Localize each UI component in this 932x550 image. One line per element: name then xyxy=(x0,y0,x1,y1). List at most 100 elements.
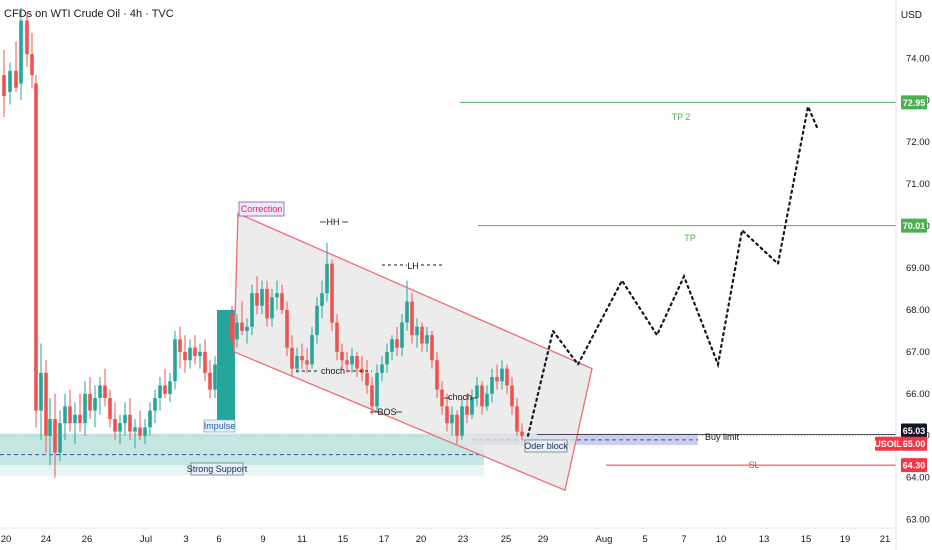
candle-body xyxy=(510,385,514,407)
candle-body xyxy=(168,381,172,394)
price-tag xyxy=(901,95,927,110)
x-tick-label: 13 xyxy=(759,534,770,545)
candle-body xyxy=(440,389,444,407)
price-tag-label: 64.30 xyxy=(903,461,926,471)
tp2-label: TP 2 xyxy=(672,112,691,122)
symbol-tag xyxy=(875,436,901,451)
candle-body xyxy=(415,326,419,336)
candle-body xyxy=(178,339,182,352)
drawings: Correction HH LH choch choch BOS Impulse Strong… xyxy=(187,101,896,476)
candle-body xyxy=(435,360,439,390)
candle-body xyxy=(285,309,289,348)
correction-box xyxy=(238,201,285,217)
x-tick-label: 7 xyxy=(681,534,686,545)
y-tick-label: 66.00 xyxy=(906,389,930,400)
candle-body xyxy=(425,335,429,344)
candle-body xyxy=(2,75,6,97)
x-tick-label: 25 xyxy=(501,534,512,545)
candle-body xyxy=(123,414,127,424)
candle-body xyxy=(275,293,279,298)
candle-body xyxy=(53,418,57,453)
candle-body xyxy=(25,20,29,55)
candle-body xyxy=(485,393,489,407)
choch-label-2: choch xyxy=(448,392,472,402)
order-block-label: Oder block xyxy=(524,441,568,451)
candle-body xyxy=(430,335,434,361)
candle-body xyxy=(235,322,239,340)
price-tag-label: 72.95 xyxy=(903,98,926,108)
zones xyxy=(0,212,896,492)
candle-body xyxy=(93,398,97,411)
candle-body xyxy=(208,372,212,390)
candle-body xyxy=(250,293,254,327)
candle-body xyxy=(213,364,217,390)
candle-body xyxy=(39,372,43,411)
tp-label: TP xyxy=(684,233,696,243)
x-tick-label: Jul xyxy=(140,534,152,545)
candle-body xyxy=(280,293,284,310)
candle-body xyxy=(230,314,234,340)
candle-body xyxy=(305,360,309,365)
x-tick-label: 11 xyxy=(297,534,307,545)
x-tick-label: 3 xyxy=(183,534,188,545)
y-tick-label: 69.00 xyxy=(906,263,930,274)
candle-body xyxy=(365,372,369,386)
candle-body xyxy=(390,339,394,352)
candle-body xyxy=(103,385,107,398)
candle-body xyxy=(505,368,509,386)
x-tick-label: 21 xyxy=(880,534,891,545)
candle-body xyxy=(153,398,157,411)
candle-body xyxy=(455,414,459,436)
x-tick-label: 15 xyxy=(801,534,812,545)
y-tick-label: 68.00 xyxy=(906,305,930,316)
candle-body xyxy=(475,385,479,398)
candle-body xyxy=(340,351,344,361)
x-tick-label: Aug xyxy=(596,534,613,545)
candle-body xyxy=(203,351,207,373)
candle-body xyxy=(395,339,399,348)
candle-body xyxy=(335,322,339,352)
candle-body xyxy=(98,385,102,398)
x-tick-label: 29 xyxy=(538,534,549,545)
x-tick-label: 26 xyxy=(82,534,93,545)
candle-body xyxy=(143,427,147,436)
projection-path xyxy=(526,102,820,437)
candle-body xyxy=(480,385,484,407)
candle-body xyxy=(450,414,454,424)
candle-body xyxy=(34,83,38,411)
candle-body xyxy=(420,326,424,344)
price-tag xyxy=(901,436,927,451)
candle-body xyxy=(320,293,324,306)
currency-label: USD xyxy=(900,10,922,21)
price-tag-label: 65.03 xyxy=(903,426,926,436)
candle-body xyxy=(255,293,259,306)
candle-body xyxy=(19,20,23,84)
candle-body xyxy=(370,385,374,407)
candle-body xyxy=(290,347,294,369)
candle-body xyxy=(355,356,359,369)
candle-body xyxy=(68,406,72,424)
x-tick-label: 9 xyxy=(260,534,265,545)
price-tag xyxy=(901,458,927,473)
candle-body xyxy=(113,418,117,432)
candle-body xyxy=(240,322,244,331)
choch-label: choch xyxy=(321,366,345,376)
candle-body xyxy=(148,410,152,428)
candle-body xyxy=(163,385,167,394)
x-tick-label: 5 xyxy=(642,534,647,545)
strong-support-zone xyxy=(0,433,484,466)
candle-body xyxy=(515,406,519,432)
y-tick-label: 72.00 xyxy=(906,137,930,148)
candle-body xyxy=(63,406,67,424)
order-block-zone xyxy=(472,433,698,445)
candle-body xyxy=(158,385,162,398)
candles xyxy=(2,8,524,478)
x-tick-label: 24 xyxy=(41,534,52,545)
buy-limit-label: Buy limit xyxy=(705,432,740,442)
lh-label: LH xyxy=(407,261,419,271)
candle-body xyxy=(188,347,192,361)
candle-body xyxy=(225,314,229,394)
candle-body xyxy=(78,414,82,424)
strong-support-label: Strong Support xyxy=(187,464,248,474)
